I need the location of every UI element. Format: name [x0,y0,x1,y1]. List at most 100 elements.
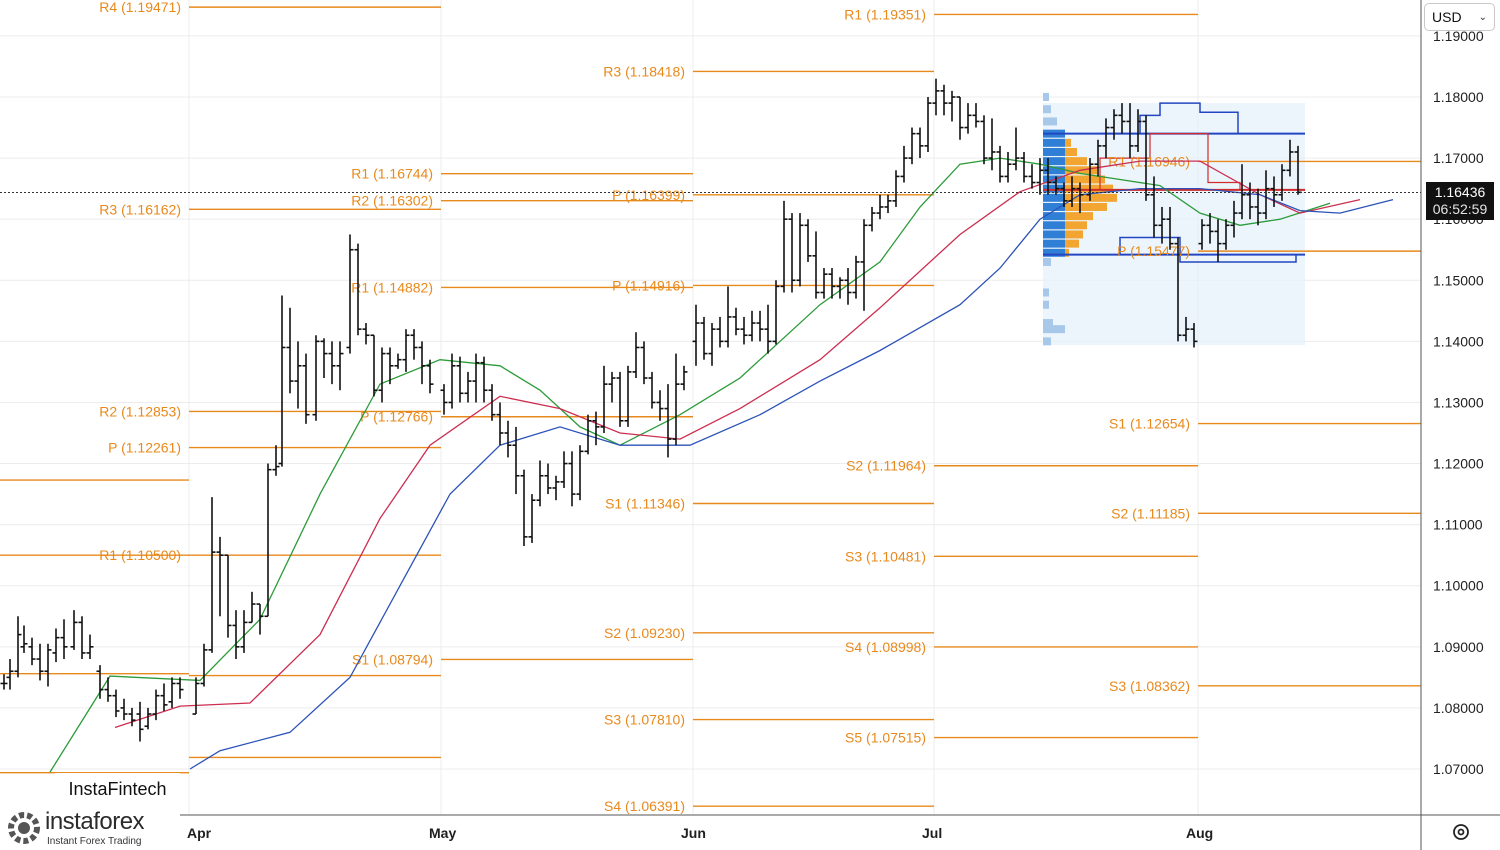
ohlc-bar [916,127,924,159]
price-tick-label: 1.14000 [1433,333,1484,349]
ohlc-bar [948,90,956,122]
ohlc-bar [216,536,224,617]
ohlc-bar [956,96,964,140]
profile-bar [1065,248,1069,257]
price-tick-label: 1.17000 [1433,150,1484,166]
pivot-label: P (1.16399) [612,187,685,203]
developing-poc [1099,133,1241,190]
ohlc-bar [600,365,608,433]
ohlc-bar [1142,115,1150,201]
ohlc-bar [528,494,536,543]
ohlc-bar [608,371,616,403]
ohlc-bar [448,353,456,409]
profile-bar [1043,147,1065,156]
profile-bar [1043,319,1053,328]
ohlc-bar [780,200,788,293]
profile-bar [1043,93,1049,101]
moving-average-line [114,160,1361,729]
ohlc-bar [426,359,434,394]
ohlc-bar [480,356,488,403]
profile-bar [1043,193,1065,202]
ohlc-bar [302,353,310,424]
profile-bar [1065,221,1087,230]
ohlc-bar [160,683,168,711]
ohlc-bar [940,84,948,116]
ohlc-bar [456,356,464,403]
instafintech-watermark: InstaFintech [55,773,180,805]
profile-bar [1043,184,1065,193]
currency-select[interactable]: USD ⌄ [1424,3,1495,31]
ohlc-bar [1150,176,1158,238]
profile-bar [1065,239,1079,248]
ohlc-bar [748,310,756,342]
price-tick-label: 1.08000 [1433,700,1484,716]
price-tick-label: 1.10000 [1433,578,1484,594]
ohlc-bar [796,213,804,287]
ohlc-bar [1158,206,1166,244]
ohlc-bar [624,365,632,427]
ohlc-bar [144,707,152,730]
ohlc-bar [14,616,22,678]
profile-bar [1065,193,1117,202]
ohlc-bar [820,268,828,299]
pivot-label: R3 (1.18418) [603,63,685,79]
settings-icon[interactable] [1451,822,1471,842]
instaforex-logo-icon [8,812,40,844]
ohlc-bar [536,460,544,507]
profile-bar [1065,202,1107,211]
ohlc-bar [836,277,844,299]
pivot-label: R2 (1.12853) [99,403,181,419]
ohlc-bar [312,335,320,421]
ohlc-bar [464,371,472,403]
pivot-label: S4 (1.06391) [604,798,685,814]
ohlc-bar [1036,158,1044,195]
month-tick-label: Apr [187,825,212,841]
current-price: 1.16436 [1434,184,1486,200]
ohlc-bar [584,414,592,455]
ohlc-bar [1134,109,1142,152]
ohlc-bar [1286,139,1294,177]
instaforex-tagline: Instant Forex Trading [47,836,142,847]
pivot-label: R1 (1.14882) [351,279,433,295]
ohlc-bar [60,619,68,660]
profile-bar [1065,138,1071,147]
ohlc-bar [924,97,932,152]
profile-bar [1043,300,1049,309]
ohlc-bar [112,689,120,718]
ohlc-bar [496,402,504,446]
ohlc-bar [1028,164,1036,189]
ohlc-bar [328,341,336,385]
ohlc-bar [1278,164,1286,201]
profile-bar [1043,138,1065,147]
ohlc-bar [370,334,378,397]
ohlc-bar [1198,219,1206,250]
chevron-down-icon: ⌄ [1478,11,1487,23]
ohlc-bar [656,390,664,421]
ohlc-bar [1254,188,1262,226]
ohlc-bar [828,268,836,299]
ohlc-bar [932,78,940,116]
ohlc-bar [6,659,14,690]
ohlc-bar [1086,158,1094,201]
ohlc-bar [1004,151,1012,183]
pivot-label: R2 (1.16302) [351,193,433,209]
ohlc-bar [1206,213,1214,244]
ohlc-bar [664,384,672,458]
pivot-label: S2 (1.09230) [604,625,685,641]
ohlc-bar [616,371,624,427]
ohlc-bar [320,338,328,379]
profile-bar [1043,157,1065,166]
ohlc-bar [418,341,426,385]
pivot-label: S1 (1.08794) [352,651,433,667]
ohlc-bar [1060,182,1068,207]
current-price-badge: 1.16436 06:52:59 [1426,182,1494,220]
ohlc-bar [764,304,772,354]
profile-bar [1043,325,1065,334]
ohlc-bar [86,634,94,660]
ohlc-bar [756,310,764,342]
price-tick-label: 1.09000 [1433,639,1484,655]
volume-profile [1043,93,1305,346]
ohlc-bar [1182,316,1190,342]
ohlc-bar [868,206,876,232]
